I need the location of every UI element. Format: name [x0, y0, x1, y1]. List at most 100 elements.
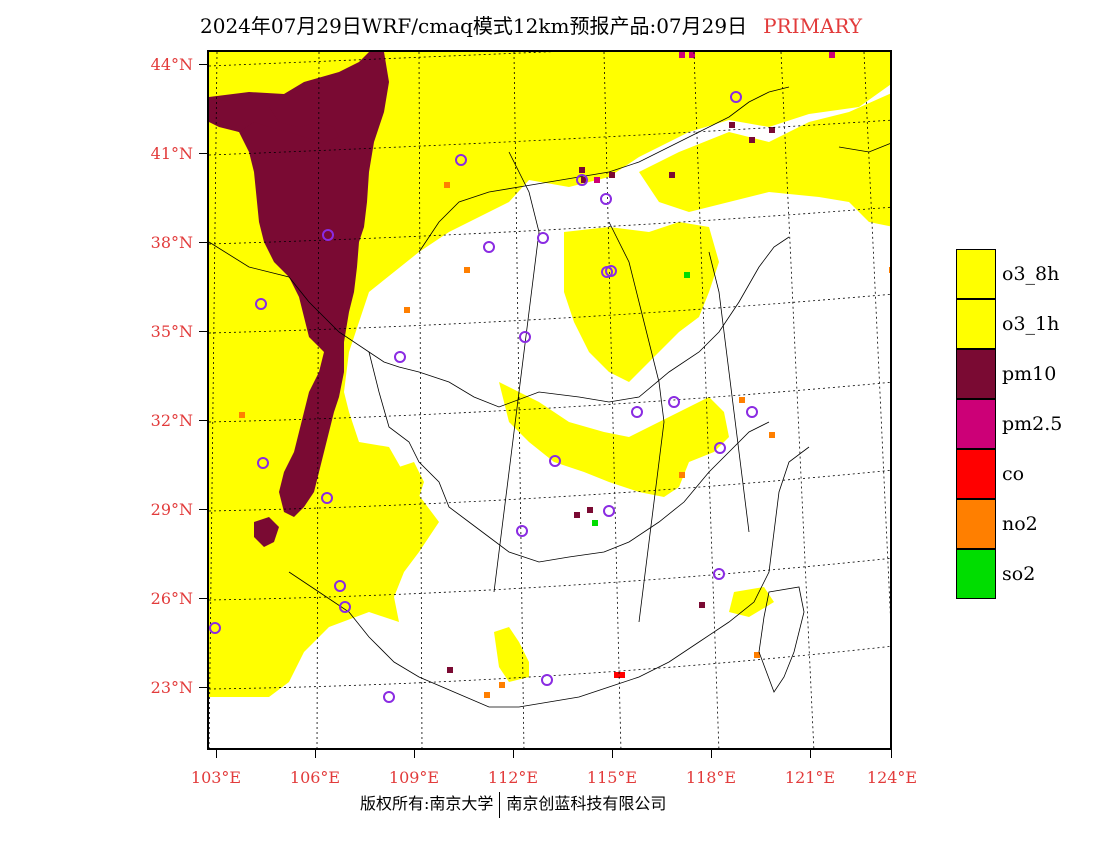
border-line: [758, 586, 805, 693]
lat-label-35: 35°N: [150, 322, 193, 341]
grid-lat: [209, 469, 890, 512]
borders-layer: [209, 86, 890, 708]
border-line: [493, 151, 540, 593]
footer-separator: [499, 791, 501, 818]
title-primary-tag: PRIMARY: [763, 14, 863, 38]
legend-swatch: [956, 399, 996, 449]
grid-lat: [209, 293, 890, 334]
pollutant-pixel: [889, 267, 890, 273]
monitoring-station-icon: [714, 442, 726, 454]
grid-lat: [209, 381, 890, 423]
legend-label: o3_8h: [1002, 263, 1060, 285]
lon-label-115: 115°E: [586, 768, 638, 787]
legend-swatch: [956, 449, 996, 499]
monitoring-station-icon: [257, 457, 269, 469]
grid-lon: [863, 52, 890, 616]
pollutant-pixel: [739, 397, 745, 403]
grid-lat: [209, 119, 890, 156]
pollutant-pixel: [404, 307, 410, 313]
monitoring-station-icon: [576, 174, 588, 186]
monitoring-station-icon: [455, 154, 467, 166]
legend-label: no2: [1002, 513, 1038, 535]
pollutant-pixel: [484, 692, 490, 698]
monitoring-station-icon: [383, 691, 395, 703]
pollutant-pixel: [699, 602, 705, 608]
border-line: [368, 351, 770, 563]
lat-label-29: 29°N: [150, 500, 193, 519]
graticule-layer: [209, 52, 890, 748]
monitoring-station-icon: [334, 580, 346, 592]
monitoring-station-icon: [483, 241, 495, 253]
monitoring-station-icon: [339, 601, 351, 613]
monitoring-station-icon: [549, 455, 561, 467]
lat-tick: [199, 242, 207, 243]
lon-label-103: 103°E: [190, 768, 242, 787]
map-title: 2024年07月29日WRF/cmaq模式12km预报产品:07月29日 PRIM…: [200, 10, 862, 39]
pollutant-pixel: [581, 177, 587, 183]
pollutant-pixel: [574, 512, 580, 518]
legend-swatch: [956, 499, 996, 549]
monitoring-station-icon: [601, 266, 613, 278]
pollutant-pixel: [829, 52, 835, 58]
pm10-layer: [209, 52, 389, 547]
pollutant-pixel: [447, 667, 453, 673]
legend-swatch: [956, 249, 996, 299]
lat-tick: [199, 509, 207, 510]
o3-region-north-china: [564, 222, 719, 382]
pm10-region-north-cap: [214, 97, 339, 142]
lat-tick: [199, 687, 207, 688]
legend-label: so2: [1002, 563, 1036, 585]
o3-region-central: [499, 382, 729, 497]
lat-tick: [199, 331, 207, 332]
legend-label: co: [1002, 463, 1025, 485]
lon-label-121: 121°E: [784, 768, 836, 787]
grid-lon: [513, 52, 525, 748]
map-svg: [209, 52, 890, 748]
monitoring-station-icon: [541, 674, 553, 686]
pollutant-pixel: [609, 172, 615, 178]
pollutant-pixel: [592, 520, 598, 526]
pollutant-map[interactable]: [207, 50, 892, 750]
pm10-region-west: [209, 52, 389, 517]
o3-layer: [209, 52, 890, 697]
lat-label-26: 26°N: [150, 589, 193, 608]
grid-lon: [316, 52, 320, 748]
pollutant-pixel: [499, 682, 505, 688]
lon-tick: [414, 750, 415, 758]
lon-label-106: 106°E: [289, 768, 341, 787]
legend-label: pm2.5: [1002, 413, 1063, 435]
monitoring-station-icon: [537, 232, 549, 244]
grid-lat: [209, 206, 890, 245]
lat-label-44: 44°N: [150, 55, 193, 74]
grid-lon: [603, 52, 622, 748]
lat-tick: [199, 598, 207, 599]
copyright-right: 南京创蓝科技有限公司: [506, 794, 667, 813]
legend-label: pm10: [1002, 363, 1057, 385]
lon-label-124: 124°E: [866, 768, 918, 787]
lon-tick: [810, 750, 811, 758]
monitoring-station-icon: [321, 492, 333, 504]
border-line: [608, 221, 665, 623]
lon-label-118: 118°E: [685, 768, 737, 787]
border-line: [288, 446, 810, 708]
o3-region-southeast: [729, 587, 774, 617]
lon-tick: [891, 750, 892, 758]
pollutant-pixel: [579, 167, 585, 173]
pollutant-pixel: [594, 177, 600, 183]
pollutant-pixel: [729, 122, 735, 128]
pollutant-pixel: [619, 672, 625, 678]
lon-label-109: 109°E: [388, 768, 440, 787]
lon-tick: [315, 750, 316, 758]
grid-lat: [209, 558, 890, 601]
pollutant-pixel: [689, 52, 695, 58]
monitoring-station-icon: [209, 622, 221, 634]
border-line: [708, 251, 750, 533]
pollutant-pixel: [769, 432, 775, 438]
pm10-region-southwest-spot: [254, 517, 279, 547]
monitoring-station-icon: [631, 406, 643, 418]
lat-label-23: 23°N: [150, 678, 193, 697]
lat-label-41: 41°N: [150, 144, 193, 163]
monitoring-station-icon: [603, 505, 615, 517]
legend-swatch: [956, 349, 996, 399]
pollutant-pixel: [679, 472, 685, 478]
